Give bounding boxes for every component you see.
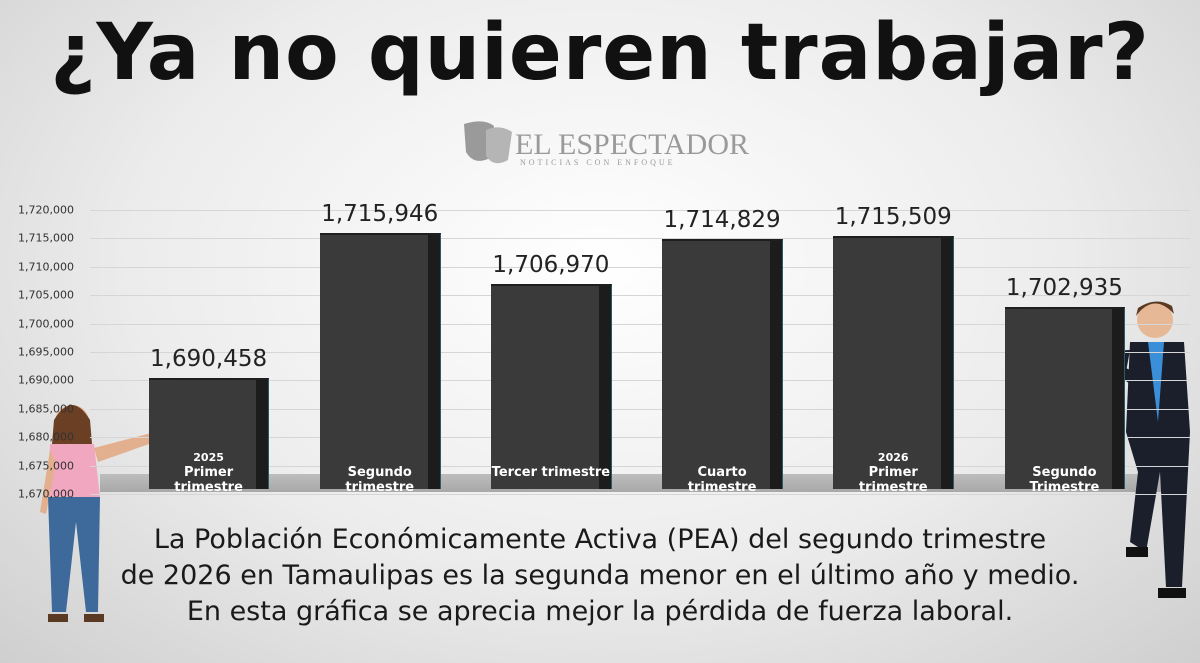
y-tick-label: 1,690,000 xyxy=(18,373,74,387)
bar xyxy=(1004,306,1126,489)
grid-line xyxy=(90,210,1190,211)
grid-line xyxy=(90,352,1190,353)
value-label: 1,690,458 xyxy=(150,345,268,372)
value-label: 1,715,946 xyxy=(321,201,439,228)
y-tick-label: 1,675,000 xyxy=(18,459,74,473)
y-tick-label: 1,720,000 xyxy=(18,203,74,217)
y-tick-label: 1,695,000 xyxy=(18,345,74,359)
x-tick-label: Tercer trimestre xyxy=(491,465,611,480)
grid-line xyxy=(90,465,1190,467)
year-label: 2025 xyxy=(193,451,224,464)
caption: La Población Económicamente Activa (PEA)… xyxy=(0,522,1200,630)
x-tick-label: Primer trimestre xyxy=(174,465,243,495)
bar xyxy=(491,284,612,489)
year-label: 2026 xyxy=(877,451,909,464)
bar xyxy=(319,233,441,489)
title: ¿Ya no quieren trabajar? xyxy=(50,8,1150,98)
value-label: 1,714,829 xyxy=(663,207,781,234)
grid-line xyxy=(90,238,1190,240)
bar xyxy=(662,239,783,489)
x-tick-label: Cuarto trimestre xyxy=(687,465,757,495)
caption-line: En esta gráfica se aprecia mejor la pérd… xyxy=(186,596,1014,627)
y-tick-label: 1,670,000 xyxy=(18,487,74,501)
y-tick-label: 1,680,000 xyxy=(18,430,74,444)
tagline: NOTICIAS CON ENFOQUE xyxy=(520,158,676,167)
grid-line xyxy=(90,408,1190,410)
caption-line: de 2026 en Tamaulipas es la segunda meno… xyxy=(120,560,1080,591)
y-tick-label: 1,705,000 xyxy=(18,288,74,302)
grid-line xyxy=(90,494,1190,495)
y-tick-label: 1,700,000 xyxy=(18,317,74,331)
x-tick-label: Primer trimestre xyxy=(858,465,928,495)
logo-icon xyxy=(464,121,512,164)
brand: EL ESPECTADOR xyxy=(515,128,749,161)
value-label: 1,715,509 xyxy=(834,203,952,230)
bar xyxy=(148,377,270,489)
grid-line xyxy=(90,437,1190,439)
grid-line xyxy=(90,380,1190,382)
x-tick-label: Segundo Trimestre xyxy=(1029,465,1100,495)
grid-line xyxy=(90,295,1190,297)
y-tick-label: 1,715,000 xyxy=(18,231,74,245)
y-tick-label: 1,710,000 xyxy=(18,260,74,274)
bar xyxy=(833,235,955,489)
x-tick-label: Segundo trimestre xyxy=(345,465,415,495)
grid-line xyxy=(90,266,1190,268)
value-label: 1,702,935 xyxy=(1005,274,1123,301)
woman-illustration xyxy=(40,405,170,622)
value-label: 1,706,970 xyxy=(492,252,610,278)
caption-line: La Población Económicamente Activa (PEA)… xyxy=(153,524,1047,555)
y-tick-label: 1,685,000 xyxy=(18,402,74,416)
grid-line xyxy=(90,323,1190,325)
